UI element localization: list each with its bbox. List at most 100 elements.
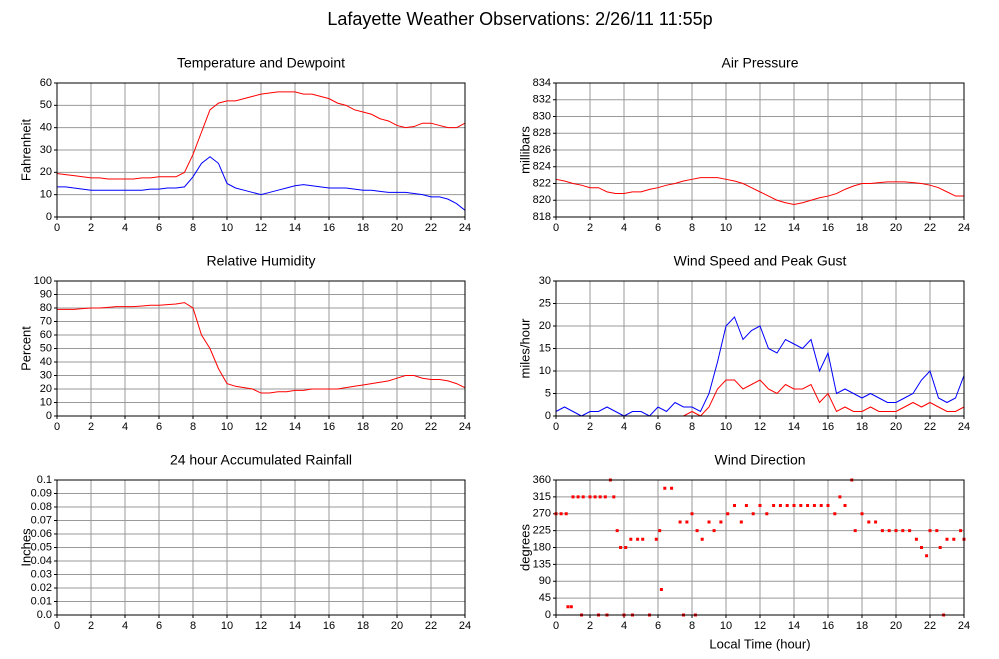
x-tick-label: 4: [621, 222, 627, 234]
y-tick-label: 30: [40, 144, 52, 156]
x-tick-label: 16: [822, 421, 834, 433]
data-point: [678, 520, 682, 524]
y-tick-label: 90: [40, 288, 52, 300]
page-title: Lafayette Weather Observations: 2/26/11 …: [327, 9, 712, 29]
data-point: [690, 512, 694, 516]
x-tick-label: 18: [357, 421, 369, 433]
x-tick-label: 4: [621, 421, 627, 433]
data-point: [758, 504, 762, 507]
data-point: [588, 495, 592, 499]
y-tick-label: 45: [539, 592, 551, 604]
data-point: [867, 520, 871, 524]
y-tick-label: 0: [46, 211, 52, 223]
data-point: [959, 529, 963, 533]
data-point: [603, 495, 607, 499]
y-tick-label: 0.06: [31, 528, 52, 540]
panel-title: Wind Direction: [714, 452, 805, 468]
x-tick-label: 18: [856, 222, 868, 234]
data-line: [555, 177, 964, 205]
x-tick-label: 24: [459, 421, 471, 433]
y-tick-label: 822: [533, 177, 551, 189]
data-point: [945, 537, 949, 541]
x-tick-label: 18: [357, 222, 369, 234]
y-tick-label: 0: [545, 609, 551, 621]
plot-frame: [56, 280, 466, 417]
data-point: [654, 537, 658, 541]
data-point: [571, 495, 575, 499]
x-tick-label: 2: [88, 620, 94, 632]
x-tick-label: 20: [890, 620, 902, 632]
data-point: [894, 529, 898, 533]
data-point: [670, 486, 674, 490]
y-tick-label: 10: [539, 365, 551, 377]
x-tick-label: 2: [587, 421, 593, 433]
y-tick-label: 0.1: [37, 474, 52, 486]
y-tick-label: 20: [40, 166, 52, 178]
y-tick-label: 180: [533, 541, 551, 553]
x-tick-label: 22: [924, 620, 936, 632]
x-tick-label: 12: [754, 421, 766, 433]
data-point: [576, 495, 580, 499]
y-tick-label: 60: [40, 329, 52, 341]
plot-frame: [56, 479, 466, 616]
data-point: [733, 504, 736, 507]
x-tick-label: 10: [221, 222, 233, 234]
x-tick-label: 4: [122, 421, 128, 433]
y-tick-label: 30: [539, 275, 551, 287]
y-tick-label: 90: [539, 575, 551, 587]
x-tick-label: 22: [425, 620, 437, 632]
y-tick-label: 832: [533, 94, 551, 106]
y-tick-label: 826: [533, 144, 551, 156]
x-tick-label: 22: [924, 421, 936, 433]
x-tick-label: 22: [924, 222, 936, 234]
data-line: [56, 91, 466, 180]
data-point: [935, 529, 939, 533]
data-point: [928, 529, 932, 533]
x-tick-label: 4: [122, 620, 128, 632]
x-tick-label: 10: [720, 222, 732, 234]
y-tick-label: 834: [533, 77, 551, 89]
x-tick-label: 16: [822, 222, 834, 234]
data-point: [636, 537, 640, 541]
x-tick-label: 8: [190, 421, 196, 433]
data-point: [826, 504, 830, 507]
x-tick-label: 20: [890, 222, 902, 234]
data-point: [838, 495, 842, 499]
y-tick-label: 818: [533, 211, 551, 223]
y-tick-label: 25: [539, 297, 551, 309]
y-tick-label: 0.01: [31, 595, 52, 607]
panel-title: Relative Humidity: [207, 253, 316, 269]
data-point: [914, 537, 918, 541]
data-point: [778, 504, 782, 507]
x-tick-label: 24: [459, 222, 471, 234]
data-line: [57, 156, 466, 211]
x-axis-label: Local Time (hour): [709, 636, 810, 651]
data-point: [901, 529, 905, 533]
panel-title: 24 hour Accumulated Rainfall: [170, 452, 352, 468]
data-point: [920, 546, 923, 549]
x-tick-label: 6: [655, 620, 661, 632]
x-tick-label: 6: [156, 620, 162, 632]
x-tick-label: 8: [689, 222, 695, 234]
data-point: [719, 520, 723, 524]
y-tick-label: 135: [533, 558, 551, 570]
x-tick-label: 20: [391, 620, 403, 632]
y-tick-label: 80: [40, 302, 52, 314]
data-point: [712, 529, 716, 533]
y-tick-label: 50: [40, 342, 52, 354]
data-point: [685, 520, 689, 524]
data-line: [57, 302, 466, 394]
data-point: [751, 512, 755, 516]
x-tick-label: 14: [289, 620, 301, 632]
y-axis-label: miles/hour: [517, 318, 532, 379]
x-tick-label: 14: [289, 222, 301, 234]
data-point: [593, 495, 597, 499]
x-tick-label: 16: [323, 421, 335, 433]
data-point: [908, 529, 912, 533]
y-tick-label: 0: [46, 410, 52, 422]
y-tick-label: 10: [40, 189, 52, 201]
x-tick-label: 0: [553, 222, 559, 234]
x-tick-label: 18: [357, 620, 369, 632]
x-tick-label: 20: [890, 421, 902, 433]
